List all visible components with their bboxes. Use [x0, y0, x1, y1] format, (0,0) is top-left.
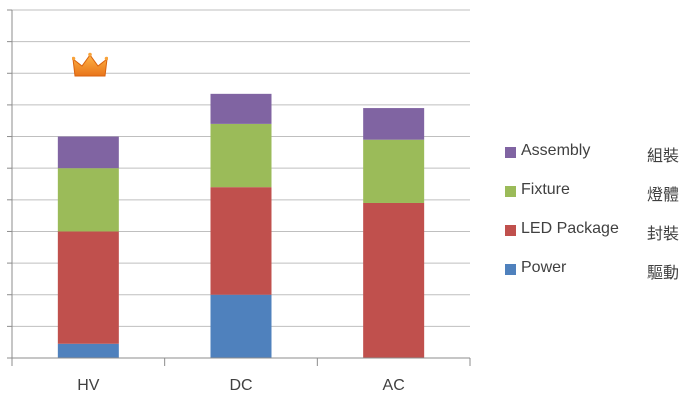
legend-label-led-package: LED Package — [521, 220, 619, 237]
legend-label-cn-led-package: 封裝 — [647, 224, 680, 243]
bar-dc-assembly — [210, 93, 272, 124]
legend-label-cn-assembly: 組裝 — [647, 146, 680, 165]
legend-item-led-package: LED Package 封裝 — [505, 220, 685, 259]
x-tick-label: DC — [229, 377, 252, 394]
bar-ac-assembly — [363, 108, 425, 140]
legend-item-power: Power 驅動 — [505, 259, 685, 298]
legend-swatch-led-package — [505, 225, 516, 236]
bar-dc-power — [210, 294, 272, 358]
bar-dc-fixture — [210, 123, 272, 188]
legend-label-cn-power: 驅動 — [647, 263, 680, 282]
bar-hv-fixture — [57, 168, 119, 232]
axes — [7, 9, 471, 366]
bar-dc-led-package — [210, 187, 272, 295]
bar-ac-led-package — [363, 202, 425, 358]
legend-swatch-power — [505, 264, 516, 275]
crown-icon — [72, 52, 108, 77]
x-tick-label: AC — [383, 377, 405, 394]
x-tick-label: HV — [77, 377, 100, 394]
bar-hv-led-package — [57, 231, 119, 344]
legend-swatch-fixture — [505, 186, 516, 197]
bar-ac-fixture — [363, 139, 425, 203]
legend-swatch-assembly — [505, 147, 516, 158]
legend-label-cn-fixture: 燈體 — [647, 185, 680, 204]
x-tick-labels: HV DC AC — [77, 377, 405, 394]
legend-item-fixture: Fixture 燈體 — [505, 181, 685, 220]
bar-hv-power — [57, 343, 119, 358]
legend: Assembly 組裝 Fixture 燈體 LED Package 封裝 Po… — [505, 142, 685, 298]
legend-label-fixture: Fixture — [521, 181, 570, 198]
legend-label-power: Power — [521, 259, 567, 276]
legend-item-assembly: Assembly 組裝 — [505, 142, 685, 181]
bars — [57, 93, 425, 358]
bar-hv-assembly — [57, 136, 119, 169]
legend-label-assembly: Assembly — [521, 142, 591, 159]
